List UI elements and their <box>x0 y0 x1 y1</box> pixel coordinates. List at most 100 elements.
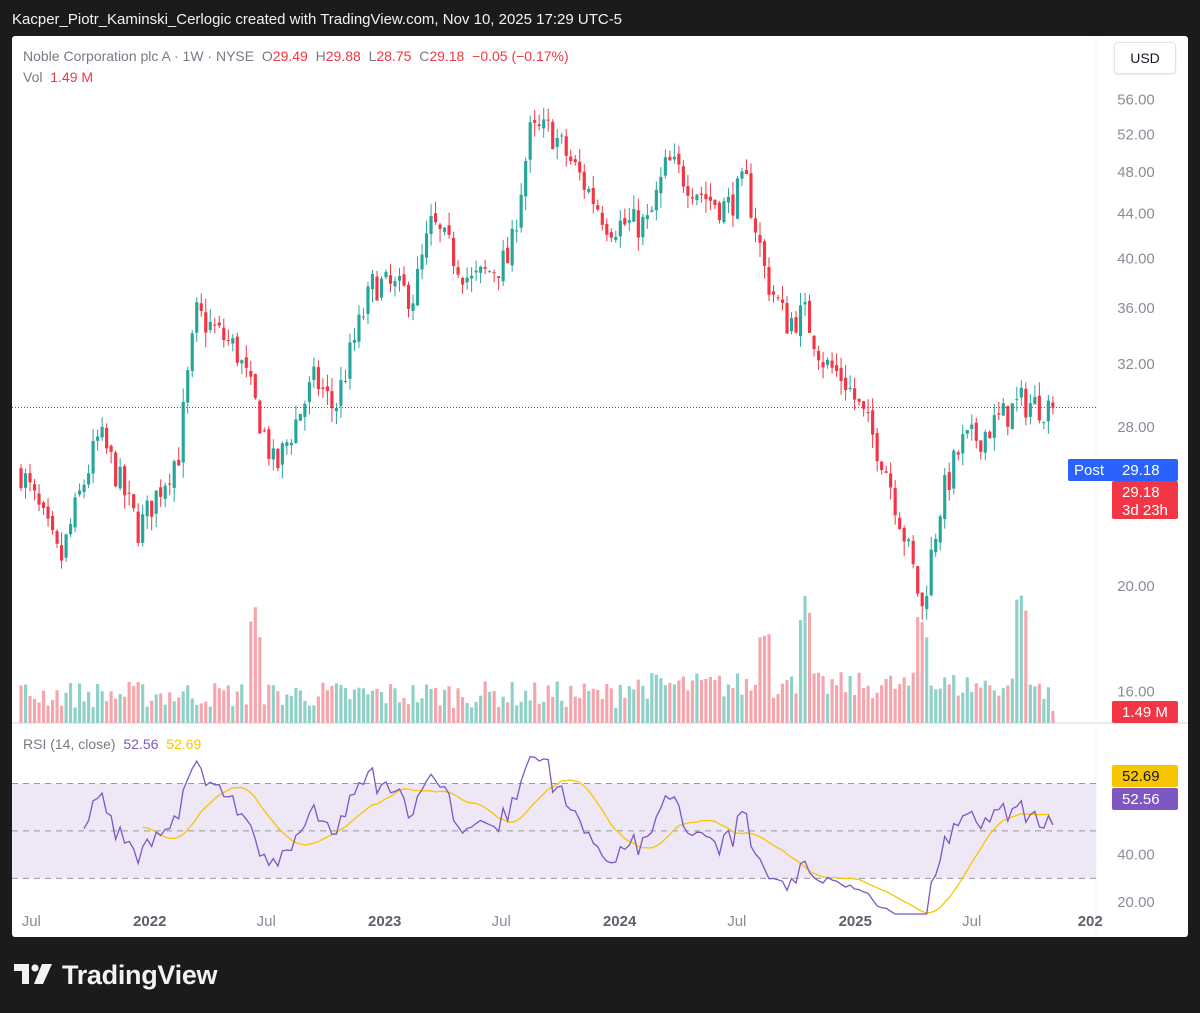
volume-bar <box>726 684 731 723</box>
volume-bar <box>965 677 969 723</box>
volume-bar <box>55 690 59 723</box>
volume-bar <box>235 691 239 723</box>
candle-body <box>348 342 352 379</box>
candle-body <box>605 223 609 235</box>
volume-bar <box>605 683 609 723</box>
volume-bar <box>582 683 586 723</box>
price-tick-label: 44.00 <box>1117 205 1155 222</box>
candle-body <box>1037 395 1041 421</box>
chart-canvas[interactable]: 56.00 52.00 48.00 44.00 40.00 36.00 32.00 28.00… <box>12 36 1188 937</box>
volume-bar <box>686 690 690 723</box>
candle-body <box>19 468 23 489</box>
candle-body <box>177 459 181 466</box>
candle-body <box>551 121 555 150</box>
candle-body <box>154 490 158 514</box>
volume-bar <box>857 672 861 723</box>
volume-bar <box>298 690 302 723</box>
candle-body <box>920 592 924 607</box>
volume-bar <box>132 685 136 723</box>
candle-body <box>609 232 613 238</box>
volume-value: 1.49 M <box>50 69 94 85</box>
volume-bar <box>560 700 564 723</box>
volume-bar <box>87 691 91 723</box>
candle-body <box>438 224 442 229</box>
volume-bar <box>573 696 577 723</box>
volume-bar <box>650 673 654 723</box>
candle-body <box>145 500 149 517</box>
volume-bar <box>280 704 284 723</box>
candle-body <box>452 238 456 266</box>
volume-bar <box>141 684 145 723</box>
volume-bar <box>352 689 357 723</box>
candle-body <box>839 367 843 382</box>
volume-bar <box>217 688 221 723</box>
candle-body <box>938 516 942 543</box>
candle-body <box>844 377 848 391</box>
candle-body <box>744 170 749 174</box>
candle-body <box>1010 403 1014 430</box>
candle-body <box>537 124 541 127</box>
time-tick-label: Jul <box>492 913 511 930</box>
candle-body <box>771 291 776 295</box>
candle-body <box>663 157 667 176</box>
volume-bar <box>168 692 172 723</box>
volume-bar <box>767 634 771 723</box>
candle-body <box>87 473 91 485</box>
volume-bar <box>411 684 415 723</box>
volume-bar <box>785 680 789 723</box>
candle-body <box>762 241 767 266</box>
candle-body <box>708 196 712 201</box>
volume-bar <box>992 690 996 723</box>
candle-body <box>735 178 740 219</box>
candle-body <box>402 274 406 286</box>
last-price-badge-text: 29.18 <box>1122 484 1160 501</box>
volume-bar <box>641 685 645 723</box>
candle-body <box>749 173 753 218</box>
volume-bar <box>190 698 194 723</box>
volume-bar <box>947 684 951 723</box>
candle-body <box>925 595 929 610</box>
volume-bar <box>393 688 397 723</box>
volume-bar <box>465 703 469 723</box>
candle-body <box>668 156 672 161</box>
volume-bar <box>979 687 983 723</box>
candle-body <box>654 189 658 211</box>
volume-bar <box>186 685 190 723</box>
volume-bar <box>528 700 532 723</box>
candle-body <box>641 216 645 238</box>
volume-bar <box>907 685 911 723</box>
currency-button[interactable]: USD <box>1114 42 1176 74</box>
rsi-tick-label: 20.00 <box>1117 894 1155 911</box>
candle-body <box>569 156 573 162</box>
candle-body <box>1042 422 1046 424</box>
volume-bar <box>96 683 100 723</box>
volume-bar <box>474 701 478 723</box>
volume-bar <box>943 677 947 723</box>
volume-bar <box>871 697 875 723</box>
candle-body <box>50 515 55 531</box>
volume-bar <box>240 684 244 723</box>
volume-bar <box>681 676 685 723</box>
candle-body <box>303 403 307 417</box>
candle-body <box>199 303 203 311</box>
volume-bar <box>844 692 848 723</box>
volume-bar <box>420 698 424 723</box>
post-price-badge-text: 29.18 <box>1122 462 1160 479</box>
price-tick-label: 40.00 <box>1117 250 1155 267</box>
chart-panel[interactable]: 56.00 52.00 48.00 44.00 40.00 36.00 32.00 28.00… <box>12 36 1188 937</box>
candle-body <box>713 199 717 206</box>
candle-body <box>470 275 474 279</box>
candle-body <box>780 299 785 303</box>
volume-bar <box>677 680 681 723</box>
volume-bar <box>199 703 203 723</box>
last-price-badge-text: 3d 23h <box>1122 502 1168 519</box>
volume-bar <box>222 690 226 723</box>
candle-body <box>465 277 469 283</box>
volume-bar <box>916 617 920 723</box>
rsi-badge: 52.56 <box>1112 788 1178 810</box>
candle-body <box>73 497 77 528</box>
volume-bar <box>780 683 785 723</box>
volume-bar <box>551 696 555 723</box>
candle-body <box>983 431 987 453</box>
volume-bar <box>938 688 942 723</box>
